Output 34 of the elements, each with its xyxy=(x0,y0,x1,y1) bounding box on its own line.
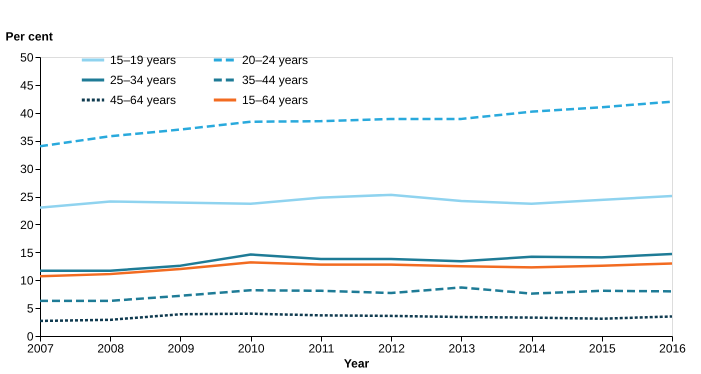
y-tick-label: 50 xyxy=(20,50,34,64)
x-tick-label: 2016 xyxy=(659,342,686,356)
x-tick-label: 2015 xyxy=(588,342,616,356)
y-tick-label: 35 xyxy=(20,134,34,148)
x-tick-label: 2008 xyxy=(97,342,124,356)
y-tick-label: 25 xyxy=(20,190,34,204)
x-tick-label: 2010 xyxy=(238,342,265,356)
x-tick-label: 2007 xyxy=(27,342,54,356)
line-series xyxy=(38,261,674,278)
x-tick-label: 2013 xyxy=(448,342,476,356)
x-axis-title: Year xyxy=(344,356,370,370)
legend-label: 20–24 years xyxy=(242,53,308,67)
legend-label: 15–19 years xyxy=(110,53,176,67)
y-tick-label: 30 xyxy=(20,162,34,176)
x-tick-label: 2012 xyxy=(378,342,406,356)
legend-label: 35–44 years xyxy=(242,73,308,87)
legend-label: 45–64 years xyxy=(110,93,176,107)
x-tick-label: 2011 xyxy=(308,342,335,356)
legend-label: 15–64 years xyxy=(242,93,308,107)
x-tick-label: 2009 xyxy=(168,342,195,356)
y-tick-label: 5 xyxy=(26,302,34,316)
line-series xyxy=(38,252,674,272)
y-tick-label: 0 xyxy=(26,330,34,344)
line-series xyxy=(38,194,674,209)
line-series xyxy=(38,286,674,302)
y-tick-label: 40 xyxy=(20,106,34,120)
y-tick-label: 45 xyxy=(20,78,34,92)
line-series xyxy=(38,312,674,322)
y-tick-label: 15 xyxy=(20,246,34,260)
y-axis-title: Per cent xyxy=(6,30,53,44)
y-tick-label: 10 xyxy=(20,274,34,288)
y-tick-label: 20 xyxy=(20,218,34,232)
x-tick-label: 2014 xyxy=(518,342,546,356)
legend-label: 25–34 years xyxy=(110,73,176,87)
